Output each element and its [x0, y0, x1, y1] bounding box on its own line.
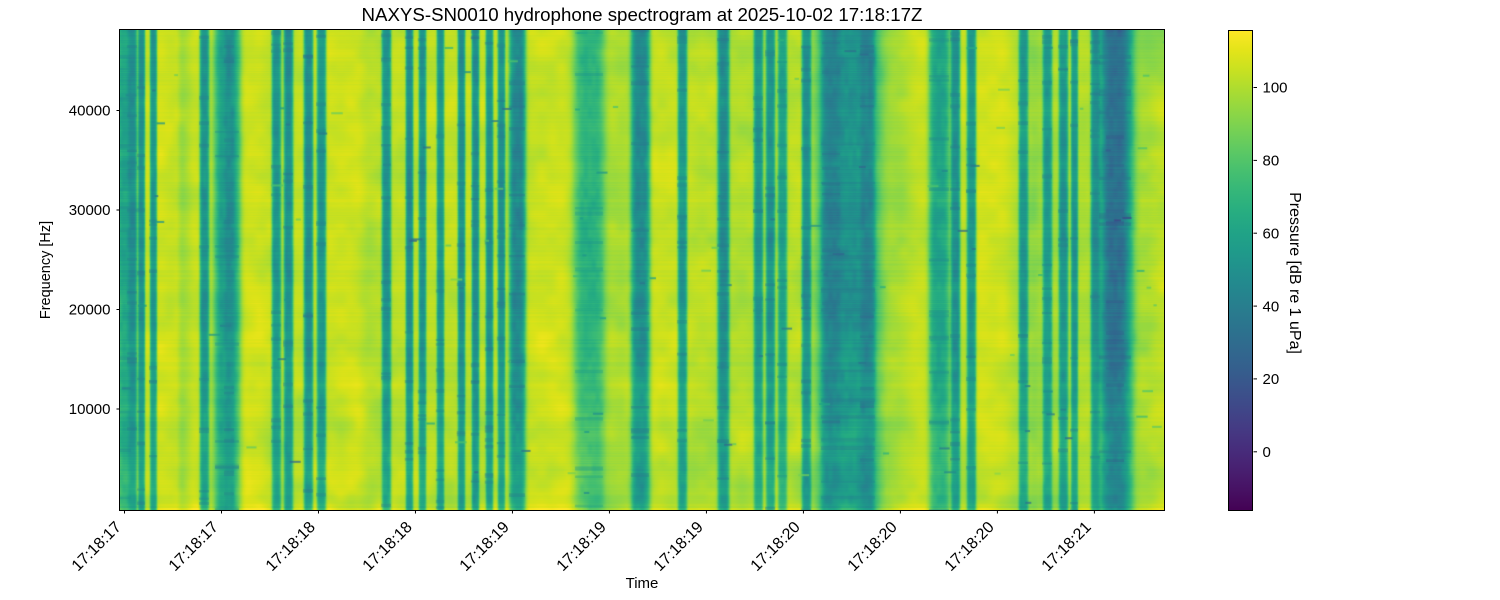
- svg-text:60: 60: [1263, 225, 1280, 242]
- svg-text:17:18:18: 17:18:18: [360, 519, 416, 575]
- svg-text:0: 0: [1263, 444, 1271, 461]
- svg-text:17:18:19: 17:18:19: [457, 519, 513, 575]
- svg-text:17:18:19: 17:18:19: [554, 519, 610, 575]
- svg-text:17:18:21: 17:18:21: [1039, 519, 1095, 575]
- svg-text:80: 80: [1263, 153, 1280, 170]
- svg-text:20000: 20000: [69, 302, 111, 319]
- svg-text:Time: Time: [626, 575, 659, 592]
- svg-text:17:18:20: 17:18:20: [845, 519, 901, 575]
- svg-text:30000: 30000: [69, 202, 111, 219]
- svg-text:17:18:17: 17:18:17: [166, 519, 222, 575]
- svg-text:100: 100: [1263, 80, 1288, 97]
- svg-text:20: 20: [1263, 371, 1280, 388]
- svg-text:40000: 40000: [69, 103, 111, 120]
- svg-text:17:18:17: 17:18:17: [69, 519, 125, 575]
- svg-text:17:18:18: 17:18:18: [263, 519, 319, 575]
- svg-text:17:18:19: 17:18:19: [651, 519, 707, 575]
- svg-text:17:18:20: 17:18:20: [748, 519, 804, 575]
- svg-text:Pressure [dB re 1 uPa]: Pressure [dB re 1 uPa]: [1286, 192, 1303, 354]
- svg-text:Frequency [Hz]: Frequency [Hz]: [38, 221, 54, 319]
- svg-text:NAXYS-SN0010 hydrophone spectr: NAXYS-SN0010 hydrophone spectrogram at 2…: [362, 4, 923, 25]
- svg-text:17:18:20: 17:18:20: [942, 519, 998, 575]
- svg-text:10000: 10000: [69, 401, 111, 418]
- svg-text:40: 40: [1263, 298, 1280, 315]
